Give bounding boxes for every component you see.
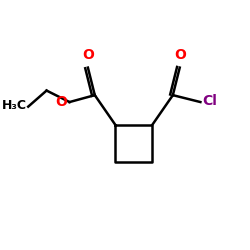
Text: Cl: Cl (203, 94, 218, 108)
Text: H₃C: H₃C (2, 99, 27, 112)
Text: O: O (174, 48, 186, 62)
Text: O: O (82, 48, 94, 62)
Text: O: O (55, 95, 67, 109)
